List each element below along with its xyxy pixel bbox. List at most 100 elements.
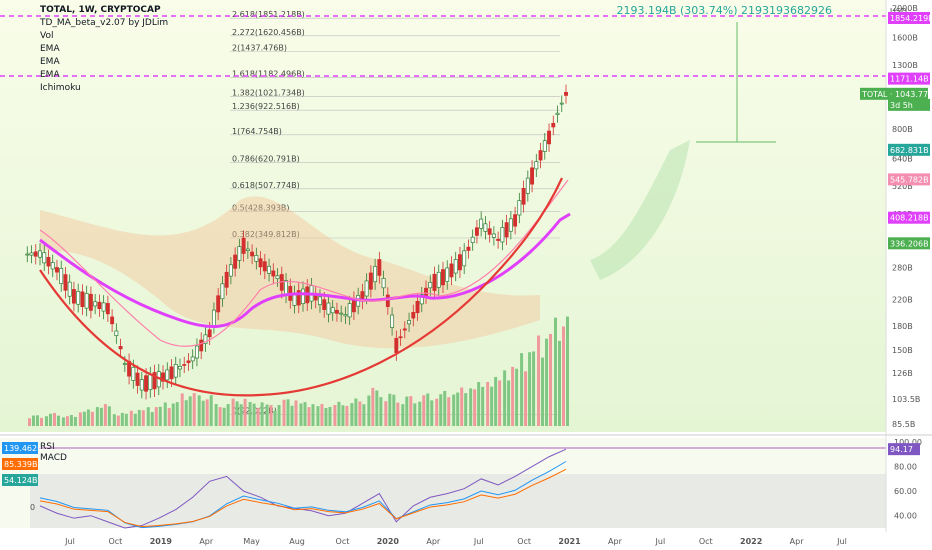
symbol-line[interactable]: TOTAL, 1W, CRYPTOCAP	[40, 5, 161, 15]
volume-bar	[235, 401, 239, 426]
candle-body	[76, 290, 81, 305]
volume-bar	[48, 413, 52, 426]
price-label: 336.206B	[888, 237, 930, 250]
volume-bar	[481, 386, 485, 426]
candle-body	[419, 294, 424, 305]
candle-body	[318, 296, 322, 306]
candle-body	[347, 303, 352, 318]
candle-body	[424, 287, 428, 297]
candle-body	[343, 314, 348, 317]
candle-body	[441, 269, 445, 286]
candle-body	[237, 246, 242, 261]
candle-body	[250, 251, 255, 257]
candle-body	[551, 122, 556, 128]
volume-bar	[36, 415, 39, 426]
indicator-td-ma[interactable]: TD_MA_beta_v2.07 by JDLim	[40, 18, 169, 28]
candle-body	[436, 271, 441, 288]
indicator-left-badges: 139.462B 85.339B 54.124B 0	[2, 442, 43, 512]
candle-body	[534, 161, 539, 170]
volume-bar	[137, 409, 141, 426]
volume-bar	[320, 404, 324, 426]
indicator-lines	[30, 447, 886, 529]
candle-body	[93, 301, 98, 307]
time-tick: Jul	[64, 537, 75, 546]
candle-body	[29, 252, 34, 256]
svg-text:545.782B: 545.782B	[890, 175, 929, 184]
volume-bar	[443, 390, 447, 426]
candle-body	[25, 253, 30, 256]
time-tick: Jul	[473, 537, 484, 546]
indicator-rsi[interactable]: RSI	[40, 442, 55, 452]
volume-bar	[507, 380, 511, 426]
volume-bar	[129, 410, 133, 426]
candle-body	[105, 303, 110, 315]
candle-body	[233, 254, 238, 269]
indicator-ema-3[interactable]: EMA	[40, 70, 60, 80]
candle-body	[216, 295, 221, 313]
svg-text:94.17: 94.17	[890, 445, 913, 454]
price-label: 682.831B	[888, 143, 930, 156]
volume-bar	[537, 335, 541, 426]
candle-body	[377, 259, 382, 276]
indicator-ema-1[interactable]: EMA	[40, 44, 60, 54]
candle-body	[385, 294, 390, 307]
indicator-ema-2[interactable]: EMA	[40, 57, 60, 67]
candle-body	[63, 274, 68, 291]
volume-bar	[503, 370, 507, 426]
candle-body	[220, 283, 225, 300]
volume-bar	[307, 407, 311, 426]
candle-body	[135, 372, 140, 386]
volume-bar	[447, 397, 451, 426]
volume-bar	[545, 338, 549, 426]
volume-bar	[294, 400, 298, 426]
volume-bar	[40, 417, 43, 426]
candle-body	[148, 374, 153, 390]
candle-body	[84, 293, 89, 309]
rsi-band	[30, 474, 886, 528]
time-tick: Oct	[699, 537, 713, 546]
volume-bar	[269, 405, 273, 426]
time-axis: Jul Oct 2019 Apr May Aug Oct 2020 Apr Jul Oct 2021 A…	[64, 537, 847, 546]
candle-body	[398, 336, 403, 339]
fib-label: 0.382(349.812B)	[232, 230, 300, 239]
indicator-tick: 100.00	[894, 438, 922, 447]
volume-bar	[524, 371, 528, 426]
volume-bar	[324, 407, 328, 426]
candle-body	[330, 307, 335, 314]
measure-note: 2193.194B (303.74%) 2193193682926	[616, 4, 832, 17]
candle-body	[326, 302, 331, 315]
price-label: 1854.219B	[888, 11, 932, 24]
candle-body	[351, 298, 356, 313]
candle-body	[394, 337, 399, 354]
candle-body	[228, 264, 233, 277]
volume-bar	[490, 386, 494, 426]
candle-body	[525, 177, 530, 194]
chart-legend: TOTAL, 1W, CRYPTOCAP TD_MA_beta_v2.07 by…	[40, 4, 168, 95]
volume-bar	[418, 401, 422, 426]
candle-body	[334, 309, 339, 314]
rsi-value-badge: 94.17	[888, 443, 920, 456]
indicator-vol[interactable]: Vol	[40, 31, 54, 41]
indicator-ichimoku[interactable]: Ichimoku	[40, 83, 81, 93]
price-label: 408.218B	[888, 211, 930, 224]
candle-body	[42, 252, 47, 264]
plot-background	[0, 0, 886, 432]
volume-bar	[426, 393, 430, 426]
candle-body	[390, 314, 395, 328]
candle-body	[267, 265, 272, 274]
volume-bar	[282, 399, 286, 426]
price-label: 545.782B	[888, 173, 930, 186]
candle-body	[496, 238, 501, 241]
price-tick: 520B	[892, 182, 913, 191]
svg-text:139.462B: 139.462B	[4, 444, 43, 453]
ema-pink	[39, 179, 569, 347]
price-tick: 640B	[892, 154, 913, 163]
volume-bar	[167, 408, 171, 426]
volume-bar	[44, 416, 48, 426]
volume-bar	[299, 403, 303, 426]
volume-bar	[384, 401, 388, 426]
volume-bar	[401, 404, 405, 426]
indicator-macd[interactable]: MACD	[40, 453, 67, 463]
volume-bar	[120, 412, 124, 426]
candle-body	[500, 227, 505, 243]
